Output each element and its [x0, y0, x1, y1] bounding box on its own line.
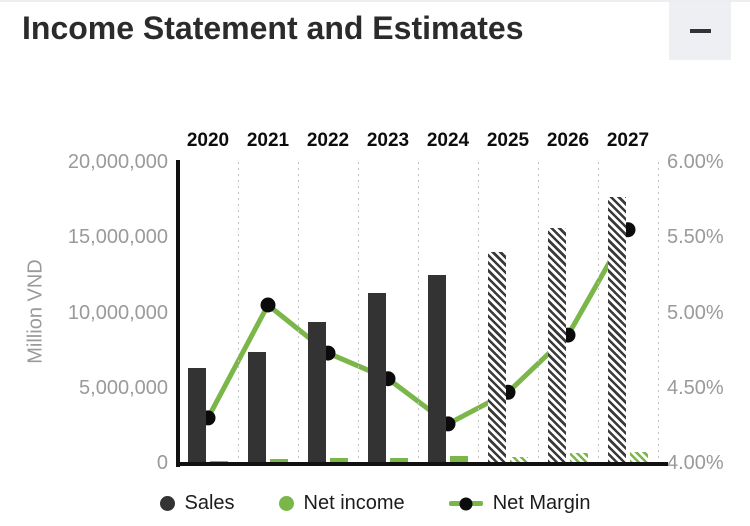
legend-label: Net income [303, 492, 405, 514]
left-axis-line [176, 160, 180, 467]
gridline [298, 162, 299, 463]
left-axis-tick: 10,000,000 [67, 301, 168, 324]
right-axis-tick: 4.50% [667, 376, 724, 399]
sales-bar[interactable] [368, 292, 386, 463]
year-label: 2027 [606, 130, 650, 151]
gridline [598, 162, 599, 463]
widget-title: Income Statement and Estimates [22, 10, 524, 46]
chart-legend: Sales Net income Net Margin [0, 492, 750, 515]
right-axis-tick: 5.00% [667, 301, 724, 324]
year-label: 2022 [306, 130, 350, 151]
net-margin-point[interactable] [260, 297, 276, 313]
legend-item-net-income[interactable]: Net income [278, 492, 405, 515]
sales-bar[interactable] [608, 197, 626, 463]
gridline [358, 162, 359, 463]
gridline [418, 162, 419, 463]
minus-icon [689, 29, 711, 33]
sales-bar[interactable] [548, 228, 566, 463]
net-income-bar[interactable] [570, 453, 588, 463]
net-income-bar[interactable] [390, 458, 408, 463]
gridline [478, 162, 479, 463]
year-label: 2025 [486, 130, 530, 151]
sales-bar[interactable] [248, 351, 266, 463]
gridline [658, 162, 659, 463]
net-margin-legend-icon [448, 497, 483, 510]
net-income-bar[interactable] [330, 458, 348, 463]
legend-item-net-margin[interactable]: Net Margin [448, 492, 591, 515]
left-axis-tick: 20,000,000 [67, 151, 168, 173]
net-income-bar[interactable] [450, 456, 468, 463]
legend-label: Net Margin [492, 492, 591, 514]
sales-bar[interactable] [488, 251, 506, 463]
right-axis-tick: 6.00% [667, 151, 724, 173]
legend-item-sales[interactable]: Sales [159, 492, 235, 515]
sales-legend-icon [159, 496, 175, 511]
net-income-bar[interactable] [630, 452, 648, 463]
net-income-bar[interactable] [510, 456, 528, 463]
sales-bar[interactable] [428, 274, 446, 463]
left-axis-tick: 15,000,000 [67, 226, 168, 249]
net-income-bar[interactable] [270, 459, 288, 463]
net-income-legend-icon [278, 496, 294, 511]
year-label: 2026 [546, 130, 590, 151]
year-label: 2024 [426, 130, 470, 151]
bottom-axis-line [176, 462, 668, 466]
year-label: 2023 [366, 130, 410, 151]
gridline [238, 162, 239, 463]
legend-label: Sales [184, 492, 235, 514]
left-axis-tick: 5,000,000 [79, 376, 168, 399]
year-label: 2021 [246, 130, 290, 151]
sales-bar[interactable] [308, 321, 326, 463]
year-label: 2020 [186, 130, 230, 151]
collapse-button[interactable] [669, 2, 731, 60]
right-axis-tick: 5.50% [667, 226, 724, 249]
gridline [538, 162, 539, 463]
sales-bar[interactable] [188, 368, 206, 463]
left-axis-tick: 0 [156, 452, 168, 474]
right-axis-tick: 4.00% [667, 452, 724, 474]
